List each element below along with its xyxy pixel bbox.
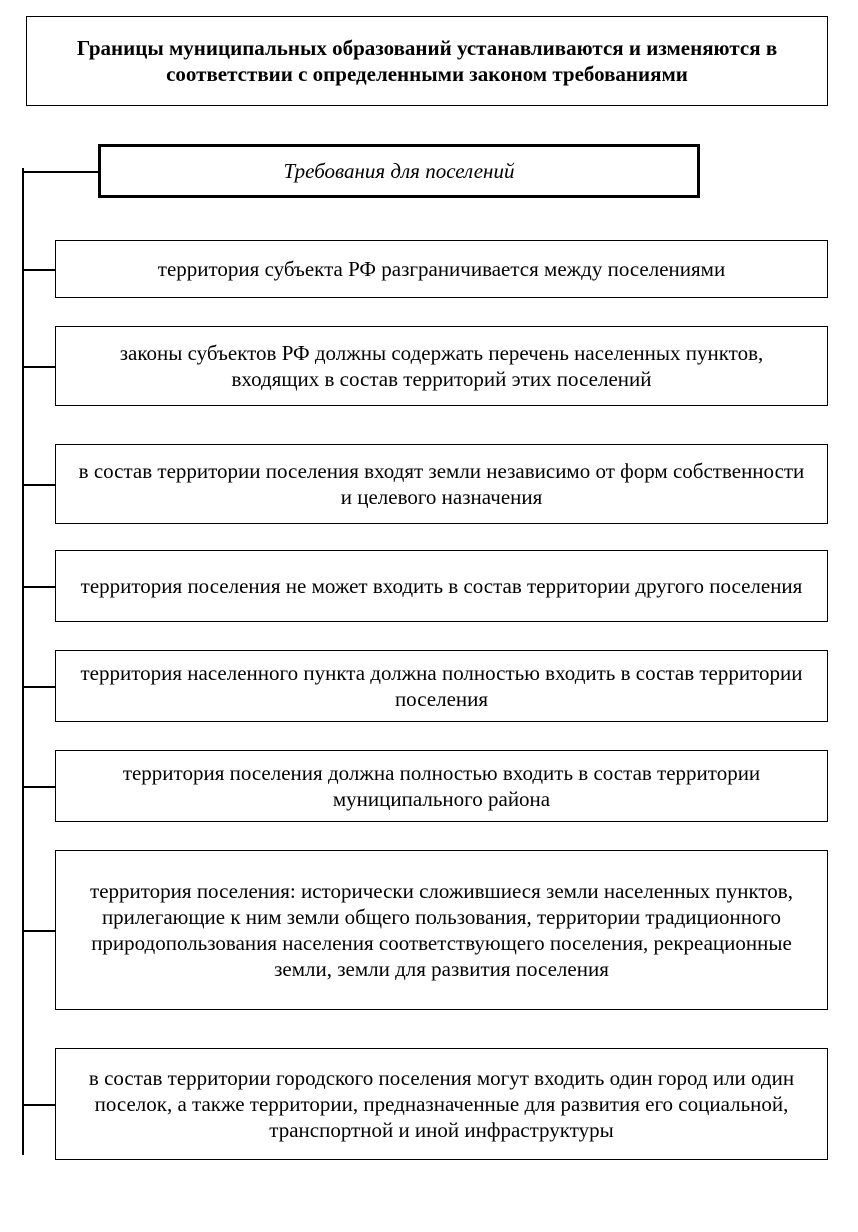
connector-item-1 <box>22 366 55 368</box>
header-text: Границы муниципальных образований устана… <box>45 35 809 88</box>
item-text-7: в состав территории городского поселения… <box>74 1065 809 1144</box>
item-text-3: территория поселения не может входить в … <box>81 573 803 599</box>
connector-trunk <box>22 168 24 1155</box>
connector-item-3 <box>22 586 55 588</box>
connector-item-5 <box>22 786 55 788</box>
item-text-4: территория населенного пункта должна пол… <box>74 660 809 713</box>
item-box-2: в состав территории поселения входят зем… <box>55 444 828 524</box>
item-text-5: территория поселения должна полностью вх… <box>74 760 809 813</box>
subtitle-box: Требования для поселений <box>98 144 700 198</box>
connector-item-6 <box>22 930 55 932</box>
item-text-1: законы субъектов РФ должны содержать пер… <box>74 340 809 393</box>
item-box-4: территория населенного пункта должна пол… <box>55 650 828 722</box>
item-text-0: территория субъекта РФ разграничивается … <box>158 256 725 282</box>
item-text-6: территория поселения: исторически сложив… <box>74 878 809 983</box>
item-box-0: территория субъекта РФ разграничивается … <box>55 240 828 298</box>
connector-item-7 <box>22 1104 55 1106</box>
connector-subtitle <box>22 171 98 173</box>
header-box: Границы муниципальных образований устана… <box>26 16 828 106</box>
item-box-7: в состав территории городского поселения… <box>55 1048 828 1160</box>
item-text-2: в состав территории поселения входят зем… <box>74 458 809 511</box>
connector-item-2 <box>22 484 55 486</box>
item-box-1: законы субъектов РФ должны содержать пер… <box>55 326 828 406</box>
item-box-3: территория поселения не может входить в … <box>55 550 828 622</box>
subtitle-text: Требования для поселений <box>284 158 515 184</box>
connector-item-0 <box>22 269 55 271</box>
connector-item-4 <box>22 686 55 688</box>
item-box-5: территория поселения должна полностью вх… <box>55 750 828 822</box>
item-box-6: территория поселения: исторически сложив… <box>55 850 828 1010</box>
